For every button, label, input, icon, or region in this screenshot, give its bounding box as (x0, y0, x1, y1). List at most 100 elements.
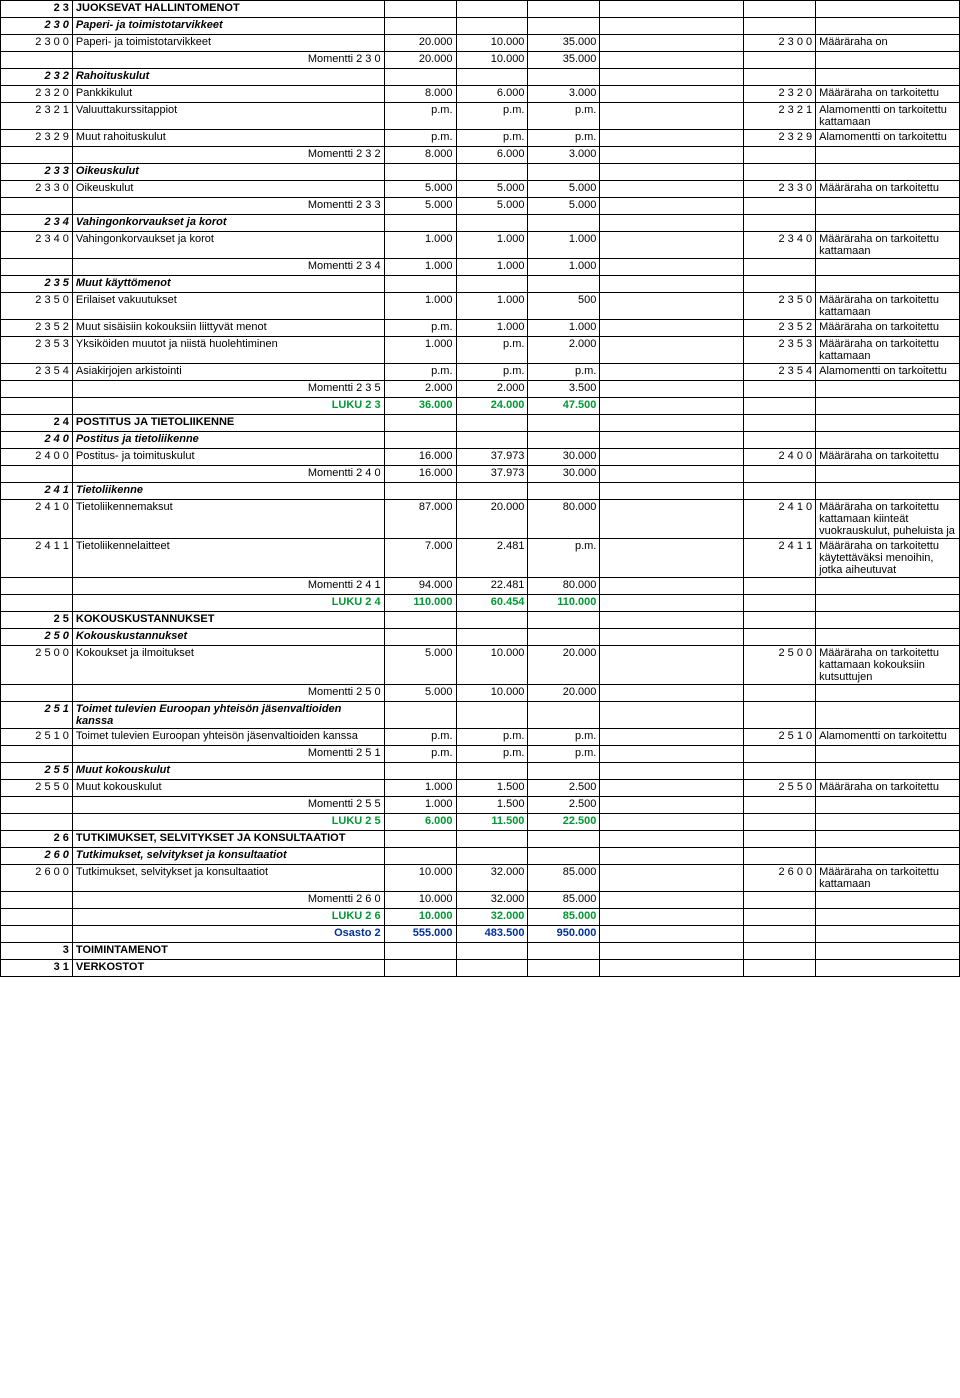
cell: 110.000 (528, 595, 600, 612)
cell (600, 398, 744, 415)
cell (528, 702, 600, 729)
cell: KOKOUSKUSTANNUKSET (72, 612, 384, 629)
cell: 2 3 3 (1, 164, 73, 181)
cell (600, 629, 744, 646)
cell (600, 337, 744, 364)
cell: 2 4 (1, 415, 73, 432)
cell: 32.000 (456, 865, 528, 892)
cell (744, 276, 816, 293)
cell: 1.000 (384, 780, 456, 797)
cell: 1.000 (528, 320, 600, 337)
cell: 1.000 (384, 293, 456, 320)
cell (744, 685, 816, 702)
cell (1, 797, 73, 814)
cell: LUKU 2 6 (72, 909, 384, 926)
cell (600, 364, 744, 381)
cell (744, 892, 816, 909)
cell: 3 (1, 943, 73, 960)
cell (528, 18, 600, 35)
cell (744, 483, 816, 500)
row: Momentti 2 4 016.00037.97330.000 (1, 466, 960, 483)
cell (1, 926, 73, 943)
budget-table: 2 3JUOKSEVAT HALLINTOMENOT2 3 0Paperi- j… (0, 0, 960, 977)
cell: 20.000 (384, 52, 456, 69)
cell: 555.000 (384, 926, 456, 943)
cell (456, 69, 528, 86)
cell (384, 831, 456, 848)
cell: 2 3 5 2 (744, 320, 816, 337)
cell: 483.500 (456, 926, 528, 943)
cell: 85.000 (528, 865, 600, 892)
cell (600, 539, 744, 578)
cell (528, 432, 600, 449)
row: LUKU 2 336.00024.00047.500 (1, 398, 960, 415)
row: Momentti 2 3 35.0005.0005.000 (1, 198, 960, 215)
row: 2 3 3 0Oikeuskulut5.0005.0005.0002 3 3 0… (1, 181, 960, 198)
cell: Muut käyttömenot (72, 276, 384, 293)
cell: 2 5 1 0 (1, 729, 73, 746)
cell: Momentti 2 3 4 (72, 259, 384, 276)
cell (456, 276, 528, 293)
cell: p.m. (384, 103, 456, 130)
cell (600, 276, 744, 293)
cell (384, 483, 456, 500)
cell (600, 865, 744, 892)
cell (600, 483, 744, 500)
cell: 2 3 5 4 (744, 364, 816, 381)
cell (600, 293, 744, 320)
cell: 7.000 (384, 539, 456, 578)
cell: Vahingonkorvaukset ja korot (72, 232, 384, 259)
cell (456, 18, 528, 35)
cell (1, 52, 73, 69)
cell (744, 960, 816, 977)
cell: POSTITUS JA TIETOLIIKENNE (72, 415, 384, 432)
cell (1, 398, 73, 415)
cell: p.m. (456, 103, 528, 130)
row: Momentti 2 3 28.0006.0003.000 (1, 147, 960, 164)
cell: 22.500 (528, 814, 600, 831)
cell (1, 147, 73, 164)
cell: Pankkikulut (72, 86, 384, 103)
cell (816, 595, 960, 612)
cell (384, 215, 456, 232)
cell (816, 18, 960, 35)
cell (744, 797, 816, 814)
cell: 1.000 (384, 337, 456, 364)
cell (744, 398, 816, 415)
cell: 24.000 (456, 398, 528, 415)
cell: 2 3 2 9 (744, 130, 816, 147)
cell: 1.000 (456, 320, 528, 337)
cell (816, 578, 960, 595)
cell (744, 259, 816, 276)
cell: 8.000 (384, 147, 456, 164)
cell (816, 483, 960, 500)
cell: 3.000 (528, 86, 600, 103)
row: 2 3 5 0Erilaiset vakuutukset1.0001.00050… (1, 293, 960, 320)
cell (456, 943, 528, 960)
cell (1, 381, 73, 398)
cell (600, 215, 744, 232)
cell (528, 69, 600, 86)
cell (600, 943, 744, 960)
cell: 10.000 (384, 865, 456, 892)
cell (744, 763, 816, 780)
cell: 10.000 (456, 646, 528, 685)
cell: Alamomentti on tarkoitettu (816, 130, 960, 147)
cell: Muut kokouskulut (72, 763, 384, 780)
cell (384, 702, 456, 729)
cell: Kokouskustannukset (72, 629, 384, 646)
cell: 94.000 (384, 578, 456, 595)
cell: 16.000 (384, 466, 456, 483)
row: Momentti 2 5 05.00010.00020.000 (1, 685, 960, 702)
cell (456, 960, 528, 977)
cell: 2 3 5 (1, 276, 73, 293)
cell: 35.000 (528, 35, 600, 52)
row: 2 3JUOKSEVAT HALLINTOMENOT (1, 1, 960, 18)
cell: 1.000 (384, 259, 456, 276)
cell (744, 926, 816, 943)
cell: p.m. (456, 729, 528, 746)
cell (816, 926, 960, 943)
row: 2 4 0 0Postitus- ja toimituskulut16.0003… (1, 449, 960, 466)
cell: 2 3 2 0 (744, 86, 816, 103)
cell (816, 892, 960, 909)
